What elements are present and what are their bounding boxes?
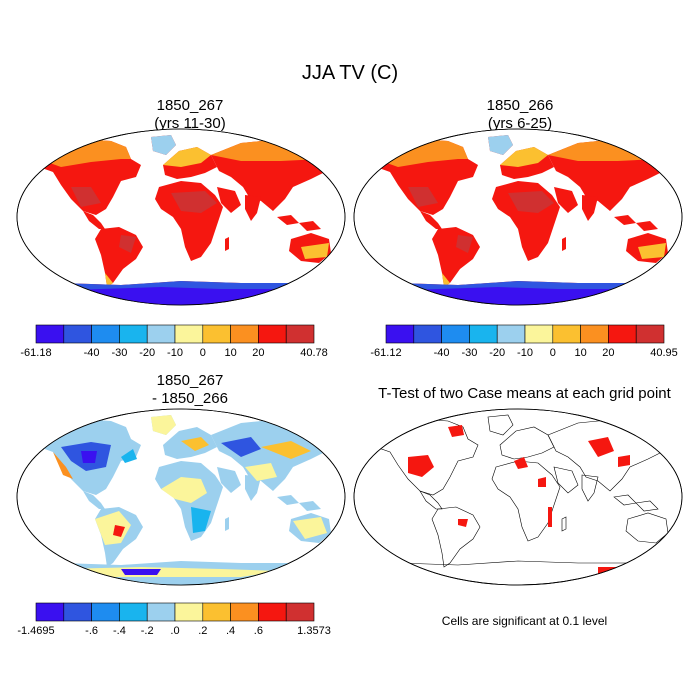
panel-4-title: T-Test of two Case means at each grid po… — [352, 385, 697, 403]
colorbar-2-label-8: 40.95 — [650, 347, 678, 359]
colorbar-1-box-5 — [174, 324, 204, 344]
panel-2-title-line2: (yrs 6-25) — [487, 115, 553, 132]
colorbar-2-box-3 — [469, 324, 498, 344]
colorbar-3-label-3: -.2 — [141, 625, 154, 637]
colorbar-3-label-7: .6 — [254, 625, 263, 637]
colorbar-1-box-3 — [119, 324, 148, 344]
colorbar-3-label-5: .2 — [198, 625, 207, 637]
colorbar-3: -1.4695 -.6 -.4 -.2 .0 .2 .4 .6 1.3573 — [17, 602, 331, 637]
colorbar-1-label-8: 40.78 — [300, 347, 328, 359]
colorbar-3-label-0: -1.4695 — [17, 625, 54, 637]
colorbar-2-label-1: -40 — [434, 347, 450, 359]
colorbar-3-box-7 — [230, 602, 259, 622]
colorbar-2-label-7: 20 — [602, 347, 614, 359]
colorbar-2-box-6 — [552, 324, 581, 344]
colorbar-1-box-0 — [35, 324, 65, 344]
colorbar-1-label-1: -40 — [84, 347, 100, 359]
colorbar-1-label-2: -30 — [111, 347, 127, 359]
colorbar-2-label-0: -61.12 — [370, 347, 401, 359]
panel-3-title: 1850_267 - 1850_266 — [30, 372, 350, 408]
colorbar-3-label-1: -.6 — [85, 625, 98, 637]
colorbar-3-box-0 — [35, 602, 65, 622]
colorbar-3-box-9 — [285, 602, 315, 622]
colorbar-3-label-6: .4 — [226, 625, 235, 637]
colorbar-1-box-7 — [230, 324, 259, 344]
colorbar-1-box-4 — [146, 324, 176, 344]
map-panel-1 — [16, 128, 346, 306]
colorbar-1-label-3: -20 — [139, 347, 155, 359]
colorbar-3-box-2 — [91, 602, 120, 622]
colorbar-2-label-4: -10 — [517, 347, 533, 359]
colorbar-1-label-4: -10 — [167, 347, 183, 359]
map-panel-4 — [353, 408, 683, 586]
colorbar-2-label-6: 10 — [574, 347, 586, 359]
colorbar-1-label-6: 10 — [224, 347, 236, 359]
colorbar-3-box-3 — [119, 602, 148, 622]
colorbar-2-box-7 — [580, 324, 609, 344]
colorbar-3-box-5 — [174, 602, 204, 622]
colorbar-1-label-5: 0 — [200, 347, 206, 359]
panel-1-title-line1: 1850_267 — [156, 97, 224, 114]
colorbar-1-label-7: 20 — [252, 347, 264, 359]
main-title: JJA TV (C) — [301, 62, 399, 84]
colorbar-2-box-0 — [385, 324, 415, 344]
colorbar-2-box-8 — [608, 324, 637, 344]
colorbar-3-box-4 — [146, 602, 176, 622]
panel-2-title-line1: 1850_266 — [486, 97, 554, 114]
colorbar-2-box-9 — [635, 324, 665, 344]
colorbar-1-box-9 — [285, 324, 315, 344]
colorbar-2-box-1 — [413, 324, 442, 344]
colorbar-1-box-8 — [258, 324, 287, 344]
colorbar-1-box-6 — [202, 324, 231, 344]
colorbar-2-box-4 — [496, 324, 526, 344]
panel-2-title: 1850_266 (yrs 6-25) — [360, 97, 680, 133]
panel-1-title-line2: (yrs 11-30) — [154, 115, 226, 132]
panel-3-title-line2: - 1850_266 — [152, 390, 228, 407]
significance-note: Cells are significant at 0.1 level — [441, 614, 608, 628]
map-4-frame — [353, 408, 683, 586]
colorbar-2-label-3: -20 — [489, 347, 505, 359]
colorbar-3-label-4: .0 — [170, 625, 179, 637]
colorbar-3-label-2: -.4 — [113, 625, 126, 637]
map-panel-2 — [353, 128, 683, 306]
colorbar-2: -61.12 -40 -30 -20 -10 0 10 20 40.95 — [370, 324, 678, 359]
colorbar-2-box-5 — [524, 324, 554, 344]
colorbar-2-label-2: -30 — [461, 347, 477, 359]
colorbar-3-box-6 — [202, 602, 231, 622]
map-panel-3 — [16, 408, 346, 586]
colorbar-2-box-2 — [441, 324, 470, 344]
colorbar-3-label-8: 1.3573 — [297, 625, 331, 637]
panel-4-title-line1: T-Test of two Case means at each grid po… — [378, 385, 671, 402]
colorbar-1-box-1 — [63, 324, 92, 344]
colorbar-2-label-5: 0 — [550, 347, 556, 359]
colorbar-1-box-2 — [91, 324, 120, 344]
panel-3-title-line1: 1850_267 — [156, 372, 224, 389]
panel-1-title: 1850_267 (yrs 11-30) — [30, 97, 350, 133]
colorbar-1-label-0: -61.18 — [20, 347, 51, 359]
colorbar-3-box-1 — [63, 602, 92, 622]
colorbar-1: -61.18 -40 -30 -20 -10 0 10 20 40.78 — [20, 324, 328, 359]
colorbar-3-box-8 — [258, 602, 287, 622]
